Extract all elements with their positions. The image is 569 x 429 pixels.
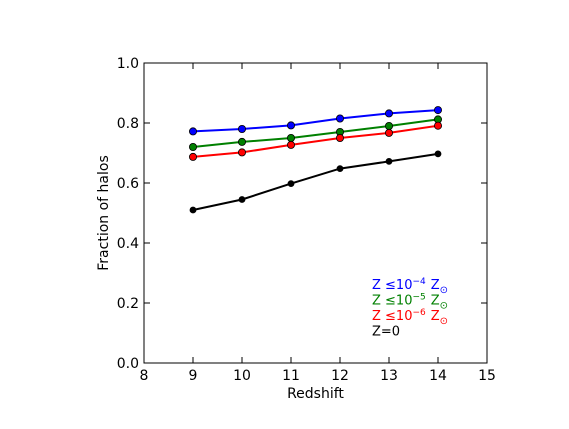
data-point [434,150,442,158]
y-tick-label: 0.2 [117,296,139,312]
data-point [384,109,393,118]
series-layer [188,106,442,214]
series-2 [188,115,442,151]
data-point [287,180,295,188]
plot-area [143,62,488,364]
x-tick-label: 13 [380,368,398,384]
series-line [192,124,439,158]
data-point [237,148,246,157]
data-point [433,106,442,115]
data-point [384,128,393,137]
data-point [286,121,295,130]
x-tick-label: 10 [233,368,251,384]
legend-entry: Z=0 [372,325,400,340]
data-point [189,206,197,214]
data-point [286,133,295,142]
y-tick-label: 0.8 [117,116,139,132]
series-3 [188,121,442,161]
x-tick-label: 11 [282,368,300,384]
series-line [192,152,439,211]
legend-entry: Z ≤10−5 Z⊙ [372,293,448,312]
y-axis-label: Fraction of halos [96,155,112,270]
data-point [335,114,344,123]
y-tick-label: 1.0 [117,56,139,72]
data-point [335,133,344,142]
data-point [188,127,197,136]
plot-frame [143,62,488,364]
x-axis-label: Redshift [287,386,344,402]
data-point [385,157,393,165]
data-point [433,121,442,130]
data-point [336,165,344,173]
x-tick-label: 14 [429,368,447,384]
x-tick-label: 15 [478,368,496,384]
data-point [188,142,197,151]
data-point [237,137,246,146]
legend-entry: Z ≤10−6 Z⊙ [372,308,448,327]
series-1 [188,106,442,136]
data-point [384,122,393,131]
x-tick-label: 12 [331,368,349,384]
legend-entry: Z ≤10−4 Z⊙ [372,277,448,296]
axis-ticks: 8 9 10 11 12 13 14 15 0.0 0.2 0.4 0.6 0.8 1.0 [117,56,496,384]
data-point [188,152,197,161]
data-point [286,140,295,149]
data-point [238,196,246,203]
series-line [192,118,439,148]
y-tick-label: 0.4 [117,236,139,252]
x-tick-label: 9 [189,368,198,384]
series-line [192,109,439,133]
x-tick-label: 8 [140,368,149,384]
y-tick-label: 0.6 [117,176,139,192]
series-4 [189,150,442,214]
y-tick-label: 0.0 [117,356,139,372]
data-point [237,125,246,134]
legend: Z ≤10−4 Z⊙Z ≤10−5 Z⊙Z ≤10−6 Z⊙Z=0 [372,277,448,340]
